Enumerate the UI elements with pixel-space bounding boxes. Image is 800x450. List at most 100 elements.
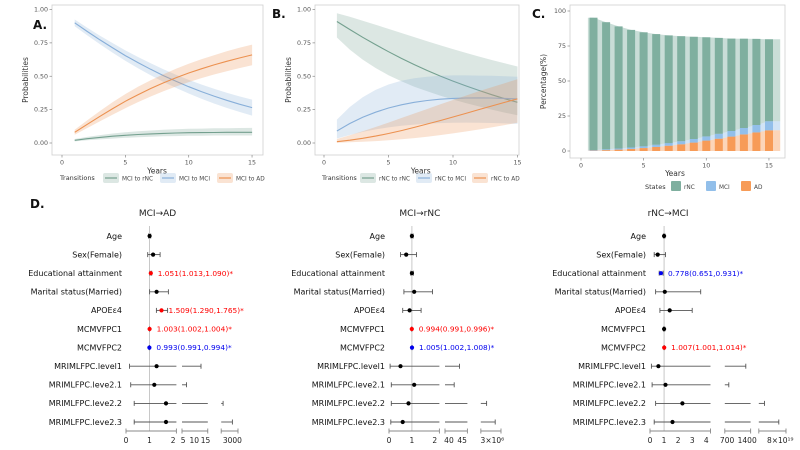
state-percentages: 0 25 50 75 100 0 5 10 15 Years Percentage(%) States… (539, 4, 786, 191)
bar-segment (664, 143, 673, 146)
plot-frame (314, 4, 520, 156)
x-tick-label: 0 (322, 160, 326, 167)
x-tick-label: 0 (60, 160, 64, 167)
estimate-point (407, 308, 412, 313)
legend-item-mci-to-mci: MCI to MCI (160, 173, 210, 183)
legend-item-mci-to-ad: MCI to AD (217, 173, 265, 183)
forest-row-mcmvfpc2: MCMVFPC2 1.007(1.001,1.014)* (601, 343, 747, 352)
forest-row-educational-attainment: Educational attainment 0.778(0.651,0.931)… (552, 269, 743, 278)
row-label: MCMVFPC1 (340, 325, 385, 334)
row-label: MRIMLFPC.leve2.2 (312, 399, 385, 408)
bar-segment (752, 38, 761, 125)
estimate-point (409, 345, 415, 350)
x-axis-title: Years (664, 169, 685, 178)
x-axis-title: Years (410, 167, 431, 176)
forest-row-age: Age (631, 232, 667, 241)
forest-mci-ad: MCI→AD Age Sex(Female) Educational attainme… (28, 209, 244, 445)
y-tick-label: 1.00 (297, 7, 311, 14)
bar-segment (714, 138, 723, 151)
legend-swatch (741, 181, 751, 191)
y-tick-label: 25 (558, 113, 566, 120)
estimate-point (412, 289, 417, 294)
y-tick-label: 0.75 (34, 40, 48, 47)
x-tick-label: 5 (386, 160, 390, 167)
row-label: MRIMLFPC.level1 (578, 362, 646, 371)
row-label: APOEε4 (615, 306, 646, 315)
legend-item-rnc-to-ad: rNC to AD (472, 173, 520, 183)
bar-segment (739, 134, 748, 151)
forest-row-sex-female: Sex(Female) (335, 250, 417, 259)
trend-line (336, 98, 518, 143)
mci-transition-probabilities-legend: Transitions MCI to rNC MCI to MCI MCI to AD (59, 173, 265, 183)
legend-item-rnc-to-mci: rNC to MCI (416, 173, 466, 183)
forest-row-mrimlfpc-leve2-1: MRIMLFPC.leve2.1 (573, 381, 730, 390)
mci-area (587, 121, 781, 151)
panel-c-label: C. (532, 7, 546, 21)
estimate-point (670, 419, 675, 425)
legend-item-rnc: rNC (671, 181, 695, 191)
x-tick-label: 15 (765, 163, 773, 170)
confidence-band (336, 13, 518, 116)
mci-transition-probabilities: 0.00 0.25 0.50 0.75 1.00 0 5 10 15 Years Probabili… (21, 4, 265, 183)
estimate-point (154, 289, 159, 294)
estimate-point (147, 233, 152, 239)
axis-tick-label: 0 (124, 436, 129, 445)
row-label: Sex(Female) (72, 250, 122, 259)
bar-segment (702, 136, 711, 141)
legend-label: rNC to MCI (435, 177, 466, 183)
forest-row-mrimlfpc-leve2-2: MRIMLFPC.leve2.2 (573, 399, 765, 408)
estimate-point (667, 308, 672, 313)
hazard-ratio-label: 0.993(0.991,0.994)* (156, 343, 232, 352)
row-label: MRIMLFPC.leve2.3 (49, 418, 122, 427)
confidence-band (336, 75, 518, 139)
bar-segment (602, 22, 611, 150)
forest-row-mrimlfpc-leve2-3: MRIMLFPC.leve2.3 (573, 418, 780, 427)
y-tick-label: 0.50 (297, 73, 311, 80)
bar-segment (765, 130, 773, 151)
row-label: Sex(Female) (335, 250, 385, 259)
bar-segment (652, 146, 661, 151)
y-tick-label: 0.25 (34, 107, 48, 114)
x-tick-label: 5 (642, 163, 646, 170)
y-tick-label: 75 (558, 43, 566, 50)
axis-tick-label: 10 (190, 436, 200, 445)
axis-tick-label: 3000 (223, 436, 242, 445)
y-tick-label: 1.00 (34, 7, 48, 14)
legend-item-ad: AD (741, 181, 763, 191)
row-label: Marital status(Married) (555, 288, 646, 297)
legend-label: MCI (719, 185, 730, 191)
forest-row-mcmvfpc1: MCMVFPC1 0.994(0.991,0.996)* (340, 325, 494, 334)
axis-tick-label: 8×10¹⁹ (767, 436, 794, 445)
hazard-ratio-label: 1.007(1.001,1.014)* (671, 343, 747, 352)
estimate-point (409, 233, 414, 239)
estimate-point (152, 382, 157, 387)
bar-segment (614, 149, 623, 151)
row-label: MRIMLFPC.level1 (54, 362, 122, 371)
axis-tick-label: 1400 (738, 436, 757, 445)
ad-bars (589, 130, 773, 151)
confidence-band (74, 19, 253, 116)
row-label: APOEε4 (91, 306, 122, 315)
x-tick-label: 5 (123, 160, 127, 167)
bar-segment (714, 133, 723, 139)
legend-label: MCI to MCI (179, 177, 210, 183)
row-label: Age (631, 232, 647, 241)
legend-label: MCI to rNC (122, 177, 153, 183)
bar-segment (765, 39, 773, 122)
estimate-point (151, 252, 156, 257)
axis-tick-label: 5 (181, 436, 186, 445)
axis-tick-label: 2 (676, 436, 681, 445)
y-tick-label: 0 (562, 148, 566, 155)
legend-label: MCI to AD (236, 177, 265, 183)
bar-segment (752, 125, 761, 133)
bar-segment (677, 36, 686, 142)
row-label: Age (370, 232, 386, 241)
estimate-point (400, 419, 405, 425)
forest-row-mrimlfpc-leve2-3: MRIMLFPC.leve2.3 (312, 418, 496, 427)
forest-row-mrimlfpc-leve2-3: MRIMLFPC.leve2.3 (49, 418, 233, 427)
bar-segment (664, 35, 673, 144)
row-label: MCMVFPC2 (77, 343, 122, 352)
x-tick-label: 10 (185, 160, 193, 167)
state-percentages-legend: States rNC MCI AD (645, 181, 763, 191)
